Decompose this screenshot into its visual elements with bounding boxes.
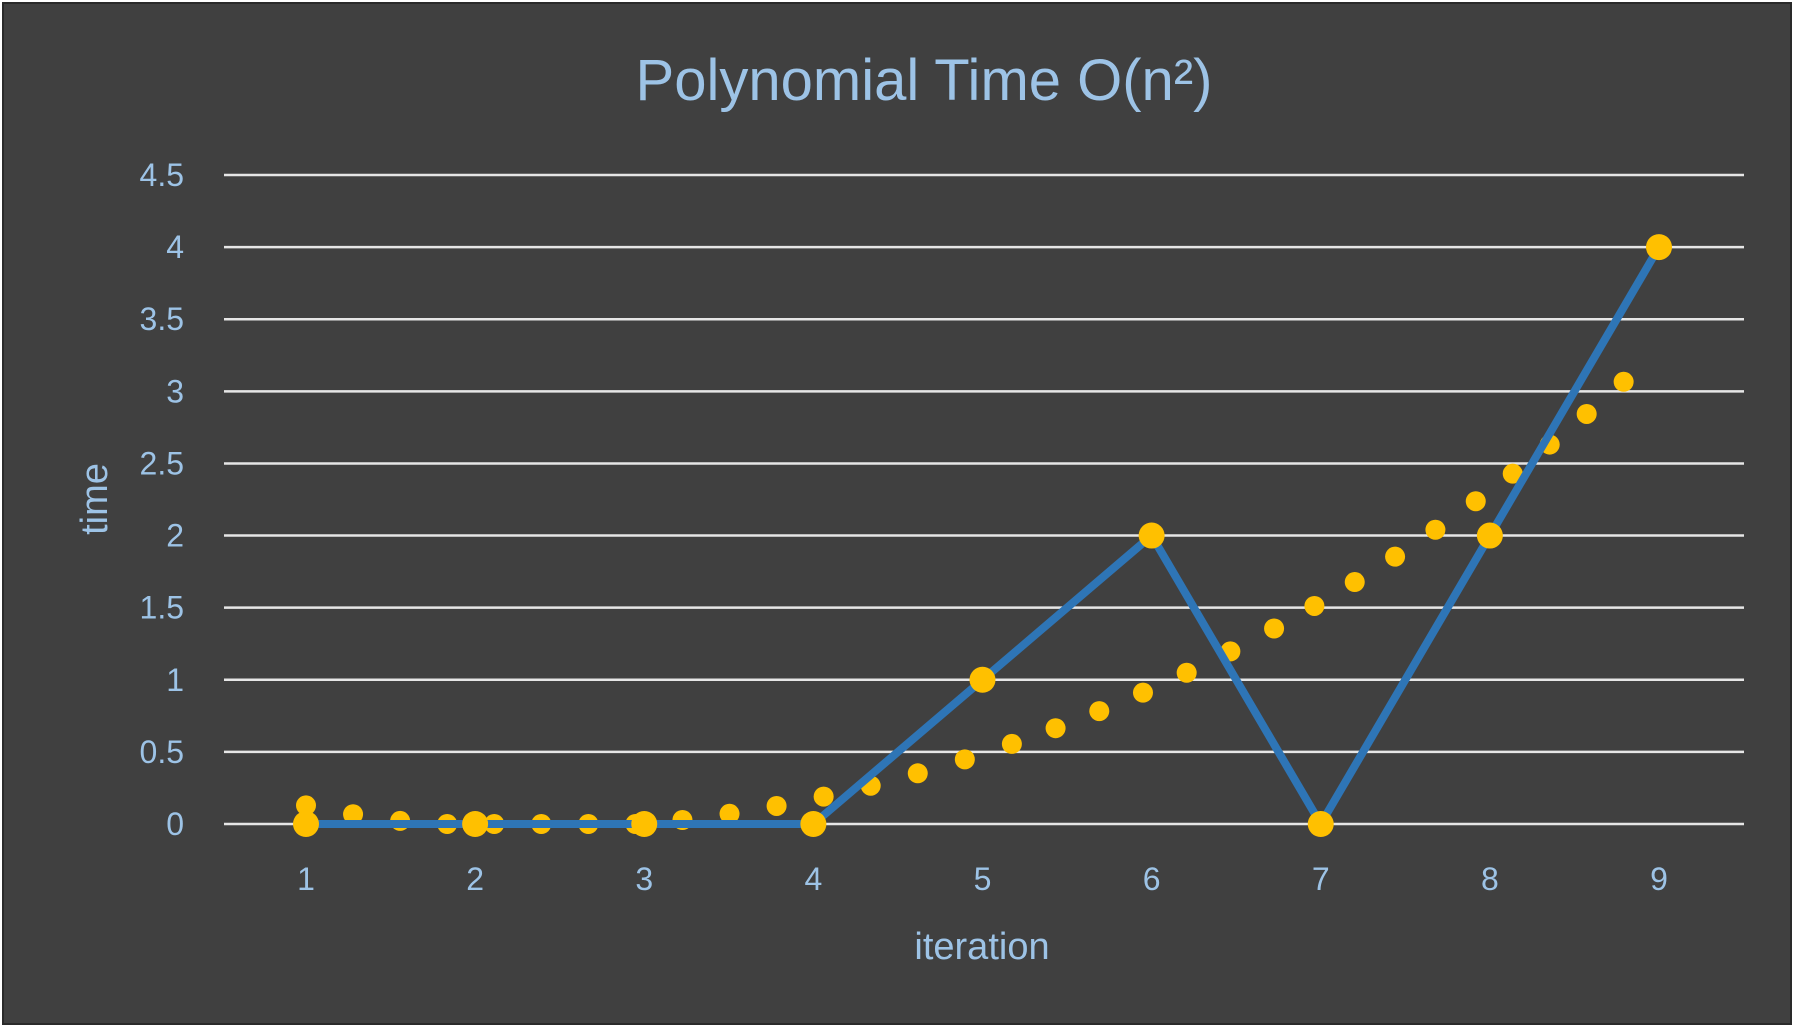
gridlines xyxy=(224,173,1744,826)
trendline-dot xyxy=(1425,519,1446,540)
trendline-dot xyxy=(343,804,364,825)
y-tick-label: 2.5 xyxy=(140,445,184,481)
chart-svg: Polynomial Time O(n²) 0 0.5 1 1.5 2 2.5 3 3.5 4 4… xyxy=(74,48,1744,968)
data-point-marker xyxy=(1138,522,1165,549)
x-tick-label: 4 xyxy=(804,861,822,897)
x-tick-label: 3 xyxy=(635,861,653,897)
y-tick-label: 4 xyxy=(166,229,184,265)
trendline xyxy=(296,371,1634,834)
x-tick-label: 1 xyxy=(297,861,315,897)
data-series xyxy=(293,234,1672,837)
y-tick-label: 1 xyxy=(166,662,184,698)
y-tick-label: 0 xyxy=(166,806,184,842)
x-tick-label: 2 xyxy=(466,861,484,897)
trendline-dot xyxy=(719,803,740,824)
trendline-dot xyxy=(1576,403,1597,424)
x-tick-label: 9 xyxy=(1650,861,1668,897)
y-tick-label: 1.5 xyxy=(140,590,184,626)
trendline-dot xyxy=(1465,491,1486,512)
trendline-dot xyxy=(1045,718,1066,739)
trendline-dot xyxy=(1264,618,1285,639)
trendline-dot xyxy=(1344,572,1365,593)
trendline-dot xyxy=(1304,595,1325,616)
data-point-marker xyxy=(1646,234,1672,261)
trendline-dot xyxy=(766,795,787,816)
y-tick-label: 3.5 xyxy=(140,301,184,337)
trendline-dot xyxy=(907,763,928,784)
trendline-dot xyxy=(954,749,975,770)
trendline-dot xyxy=(1176,662,1197,683)
data-point-marker xyxy=(462,811,489,837)
trendline-dot xyxy=(296,795,316,816)
trendline-dot xyxy=(1502,463,1523,484)
data-point-marker xyxy=(631,811,658,837)
x-axis-tick-labels: 1 2 3 4 5 6 7 8 9 xyxy=(297,861,1668,897)
x-axis-title: iteration xyxy=(914,926,1049,968)
y-tick-label: 2 xyxy=(166,518,184,554)
data-point-marker xyxy=(800,811,827,837)
data-point-marker xyxy=(293,811,319,837)
y-tick-label: 4.5 xyxy=(140,157,184,193)
trendline-dot xyxy=(1385,546,1406,567)
trendline-dot xyxy=(1089,701,1110,722)
x-tick-label: 8 xyxy=(1481,861,1499,897)
x-tick-label: 5 xyxy=(974,861,992,897)
y-tick-label: 0.5 xyxy=(140,734,184,770)
data-point-marker xyxy=(969,666,996,693)
trendline-dot xyxy=(813,786,834,807)
x-tick-label: 7 xyxy=(1312,861,1330,897)
y-axis-tick-labels: 0 0.5 1 1.5 2 2.5 3 3.5 4 4.5 xyxy=(140,157,184,842)
y-axis-title: time xyxy=(74,463,116,535)
trendline-dot xyxy=(1613,371,1634,392)
y-tick-label: 3 xyxy=(166,373,184,409)
trendline-dot xyxy=(1132,682,1153,703)
chart-title: Polynomial Time O(n²) xyxy=(636,48,1213,113)
data-point-marker xyxy=(1476,522,1503,549)
x-tick-label: 6 xyxy=(1143,861,1161,897)
data-point-marker xyxy=(1307,811,1334,837)
trendline-dot xyxy=(1001,733,1022,754)
